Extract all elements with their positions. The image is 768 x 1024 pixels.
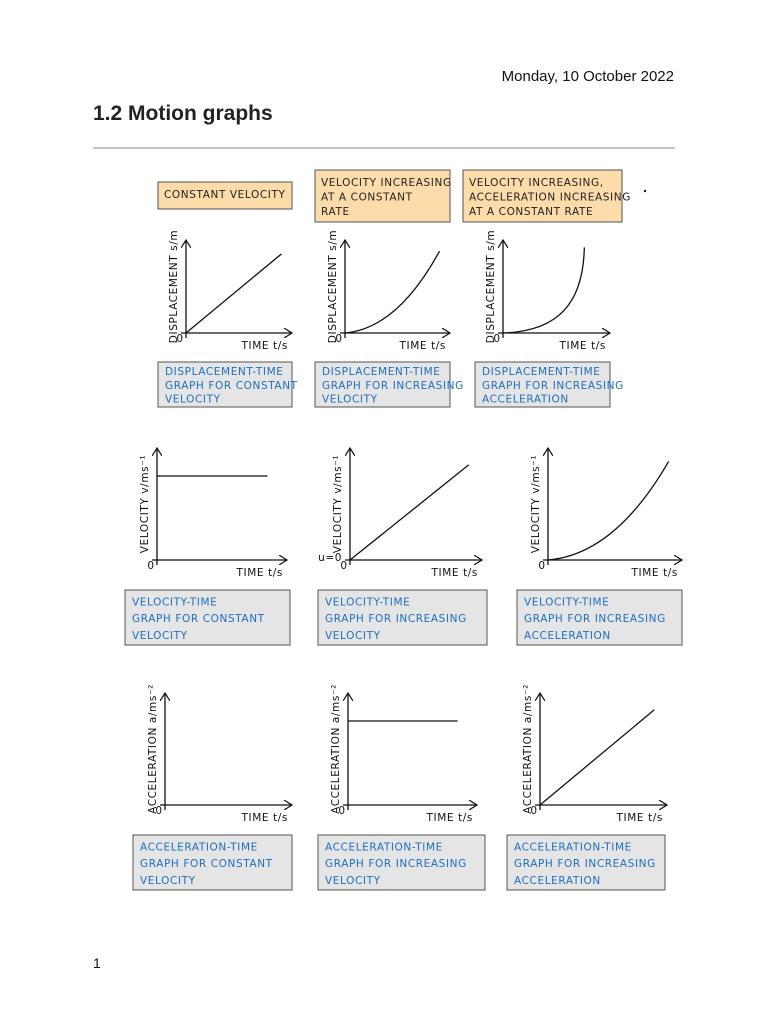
header-box [314,169,451,223]
x-axis-label: TIME t/s [559,340,606,352]
caption-box [317,589,488,646]
header-text: AT A CONSTANT [321,192,413,204]
caption-text: GRAPH FOR INCREASING [524,613,666,625]
title: 1.2 Motion graphs [93,102,273,125]
caption-text: ACCELERATION-TIME [514,842,632,854]
y-axis-label: ACCELERATION a/ms⁻² [330,684,342,814]
curve [185,253,282,334]
caption-box [317,834,486,891]
caption-box [516,589,683,646]
origin-label: 0 [538,560,545,572]
caption-text: VELOCITY [140,875,196,887]
caption-text: GRAPH FOR INCREASING [325,858,467,870]
header-box [462,169,623,223]
x-axis-label: TIME t/s [431,567,478,579]
curve [502,247,585,334]
header-text: CONSTANT VELOCITY [164,189,286,201]
curve [539,709,655,806]
x-axis-label: TIME t/s [399,340,446,352]
y-axis-label: ACCELERATION a/ms⁻² [147,684,159,814]
x-axis-label: TIME t/s [241,340,288,352]
caption-text: DISPLACEMENT-TIME [482,366,600,378]
caption-text: ACCELERATION-TIME [140,842,258,854]
header-text: ACCELERATION INCREASING [469,192,631,204]
caption-text: ACCELERATION-TIME [325,842,443,854]
y-axis-label: VELOCITY v/ms⁻¹ [139,455,151,553]
y-axis-label: DISPLACEMENT s/m [168,230,180,343]
caption-text: ACCELERATION [482,394,569,406]
origin-label: 0 [530,805,537,817]
caption-text: GRAPH FOR CONSTANT [140,858,273,870]
caption-box [474,361,611,408]
header-text: AT A CONSTANT RATE [469,206,593,218]
origin-label: 0 [176,333,183,345]
caption-text: DISPLACEMENT-TIME [322,366,440,378]
caption-text: VELOCITY [132,630,188,642]
caption-text: VELOCITY [165,394,221,406]
origin-label: 0 [338,805,345,817]
x-axis-label: TIME t/s [236,567,283,579]
caption-text: GRAPH FOR INCREASING [322,380,464,392]
header-text: VELOCITY INCREASING, [469,177,604,189]
caption-text: GRAPH FOR INCREASING [482,380,624,392]
header-text: VELOCITY INCREASING [321,177,452,189]
caption-box [506,834,666,891]
caption-text: GRAPH FOR INCREASING [514,858,656,870]
x-axis-label: TIME t/s [426,812,473,824]
origin-label: 0 [155,805,162,817]
x-axis-label: TIME t/s [241,812,288,824]
curve [349,464,470,561]
dot [643,189,647,193]
origin-label: 0 [493,333,500,345]
curve [344,250,441,334]
page-number: 1 [93,955,101,971]
start-label: u=0 [318,552,342,564]
caption-box [314,361,451,408]
origin-label: 0 [147,560,154,572]
y-axis-label: VELOCITY v/ms⁻¹ [332,455,344,553]
caption-text: ACCELERATION [524,630,611,642]
caption-box [157,361,293,408]
header-box [157,181,293,210]
caption-box [124,589,291,646]
origin-label: 0 [335,333,342,345]
origin-label: 0 [340,560,347,572]
y-axis-label: DISPLACEMENT s/m [327,230,339,343]
y-axis-label: VELOCITY v/ms⁻¹ [530,455,542,553]
caption-text: VELOCITY-TIME [524,597,609,609]
date: Monday, 10 October 2022 [502,68,674,85]
caption-text: VELOCITY-TIME [325,597,410,609]
y-axis-label: DISPLACEMENT s/m [485,230,497,343]
caption-text: VELOCITY [325,630,381,642]
caption-text: GRAPH FOR CONSTANT [165,380,298,392]
caption-text: GRAPH FOR CONSTANT [132,613,265,625]
curve [547,461,670,561]
x-axis-label: TIME t/s [631,567,678,579]
y-axis-label: ACCELERATION a/ms⁻² [522,684,534,814]
caption-text: DISPLACEMENT-TIME [165,366,283,378]
caption-text: VELOCITY [322,394,378,406]
caption-text: VELOCITY [325,875,381,887]
header-text: RATE [321,206,350,218]
caption-text: VELOCITY-TIME [132,597,217,609]
caption-text: GRAPH FOR INCREASING [325,613,467,625]
caption-text: ACCELERATION [514,875,601,887]
x-axis-label: TIME t/s [616,812,663,824]
caption-box [132,834,293,891]
